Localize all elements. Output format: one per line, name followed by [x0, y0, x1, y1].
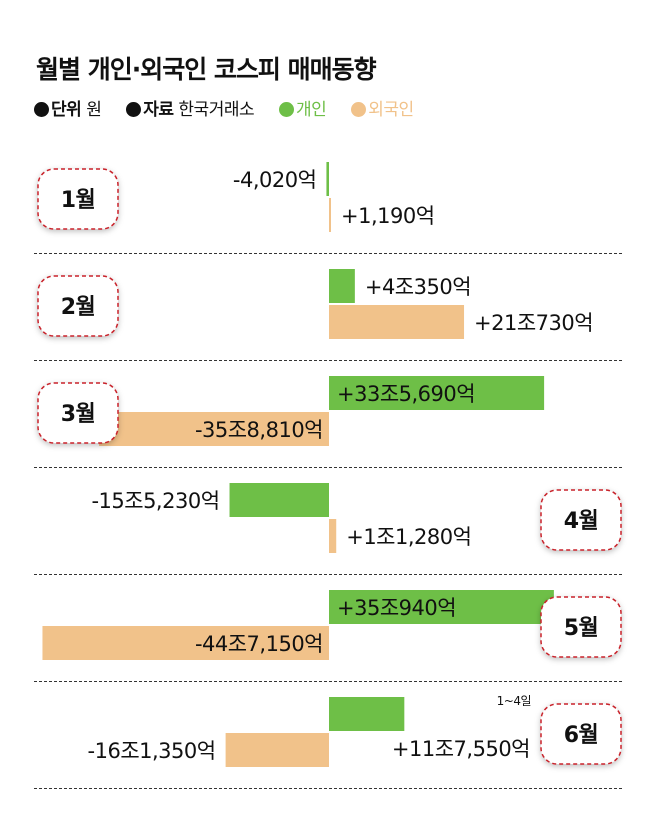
foreign-bar: [99, 412, 329, 446]
foreign-value-label: -35조8,810억: [195, 418, 323, 442]
source-value: 한국거래소: [178, 100, 255, 120]
individual-bar: [326, 162, 329, 196]
foreign-bar: [329, 305, 465, 339]
legend-foreign: 외국인: [351, 100, 423, 120]
month-badge: [540, 596, 622, 658]
month-badge: [540, 489, 622, 551]
foreign-color-dot: [351, 102, 367, 117]
source-key: 자료: [143, 100, 174, 120]
legend-foreign-label: 외국인: [368, 100, 414, 120]
individual-value-label: +35조940억: [337, 596, 456, 620]
month-label: 2월: [61, 295, 96, 320]
month-label: 4월: [564, 509, 599, 534]
chart-legend: 단위 원 자료 한국거래소 개인 외국인: [34, 95, 434, 120]
foreign-bar: [225, 733, 329, 767]
month-badge: [37, 275, 119, 337]
month-label: 1월: [61, 188, 96, 213]
foreign-bar: [329, 198, 331, 232]
individual-color-dot: [279, 102, 295, 117]
bullet-icon: [126, 102, 142, 117]
month-badge: [37, 168, 119, 230]
foreign-value-label: +1,190억: [341, 204, 435, 228]
individual-bar: [329, 376, 545, 410]
unit-value: 원: [86, 100, 102, 120]
unit-key: 단위: [51, 100, 82, 120]
month-label: 5월: [564, 616, 599, 641]
individual-value-label: +4조350억: [365, 275, 471, 299]
individual-bar: [329, 697, 405, 731]
source-info: 자료 한국거래소: [126, 100, 264, 120]
month-label: 6월: [564, 723, 599, 748]
individual-bar: [329, 590, 554, 624]
foreign-value-label: -44조7,150억: [195, 632, 323, 656]
unit-info: 단위 원: [34, 100, 111, 120]
chart-title: 월별 개인·외국인 코스피 매매동향: [36, 55, 377, 84]
individual-value-label: -15조5,230억: [91, 489, 219, 513]
foreign-bar: [42, 626, 330, 660]
individual-value-label: +33조5,690억: [337, 382, 475, 406]
month-badge: [540, 703, 622, 765]
legend-individual-label: 개인: [296, 100, 327, 120]
foreign-bar: [329, 519, 337, 553]
legend-individual: 개인: [279, 100, 336, 120]
individual-value-label: -4,020억: [233, 168, 317, 192]
bullet-icon: [34, 102, 49, 117]
month-badge: [37, 382, 119, 444]
month-label: 3월: [61, 402, 96, 427]
foreign-value-label: +21조730억: [474, 311, 593, 335]
foreign-value-label: -16조1,350억: [88, 739, 216, 763]
individual-june-value-label: +11조7,550억: [392, 737, 530, 761]
foreign-value-label: +1조1,280억: [346, 525, 471, 549]
june-period-note: 1~4일: [497, 694, 531, 708]
individual-bar: [229, 483, 329, 517]
individual-bar: [329, 269, 355, 303]
